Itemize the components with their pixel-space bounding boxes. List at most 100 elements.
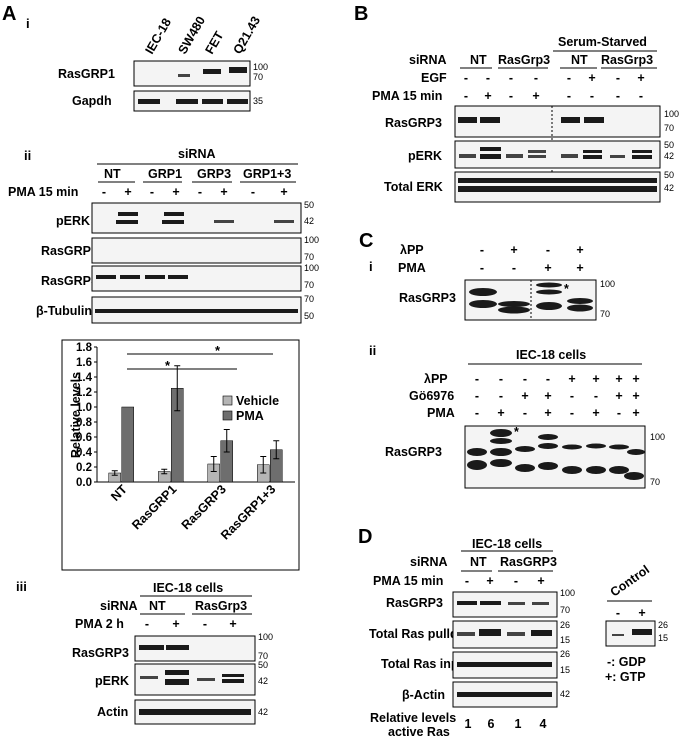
band: [632, 155, 652, 159]
band: [624, 472, 644, 480]
egf-label: EGF: [421, 71, 447, 85]
band: [467, 460, 487, 470]
band: [515, 464, 535, 472]
band: [498, 306, 530, 314]
sign: -: [509, 89, 513, 103]
band: [536, 289, 562, 295]
panel-label-c: C: [359, 230, 373, 252]
sign: +: [568, 372, 575, 386]
band: [457, 601, 477, 605]
y-tick-label: 0.0: [76, 477, 92, 489]
blot-a-ii-rasgrp1: [91, 237, 302, 264]
b-signs: - - - - - + - + - + - + - - - -: [464, 71, 645, 103]
y-tick-label: 0.8: [76, 417, 93, 429]
c-i-signs: - + - + - - + +: [480, 243, 584, 275]
marker: 100: [600, 279, 615, 289]
band: [227, 99, 248, 104]
row-label-perk-iii: pERK: [95, 674, 129, 688]
legend-gdp: -: GDP: [607, 655, 646, 669]
sign: +: [497, 406, 504, 420]
band: [458, 117, 477, 123]
sign: -: [567, 89, 571, 103]
row-label-rasgrp3-b: RasGRP3: [385, 116, 442, 130]
sign: -: [616, 89, 620, 103]
sign: +: [615, 389, 622, 403]
sign: +: [576, 261, 583, 275]
a-iii-header: IEC-18 cells: [153, 581, 223, 595]
band: [567, 298, 593, 304]
row-label-actin-d: β-Actin: [402, 688, 445, 702]
marker: 70: [304, 280, 314, 290]
group-label-nt: NT: [149, 599, 166, 613]
sign: -: [499, 372, 503, 386]
sign: -: [145, 617, 149, 631]
band: [583, 155, 602, 159]
row-label-perk-b: pERK: [408, 149, 442, 163]
row-label-rasgrp3-cii: RasGRP3: [385, 445, 442, 459]
lpp-label-ci: λPP: [400, 243, 424, 257]
group-label-rasgrp3: RasGrp3: [498, 53, 550, 67]
sign: -: [594, 389, 598, 403]
sign: +: [592, 406, 599, 420]
sign: +: [521, 389, 528, 403]
band: [586, 466, 606, 474]
band: [498, 301, 530, 307]
band: [561, 154, 578, 158]
sign: -: [534, 71, 538, 85]
marker: 50: [664, 170, 674, 180]
sign: -: [475, 406, 479, 420]
chart-ylabel: Relative levels: [69, 372, 83, 458]
sign: +: [280, 185, 287, 199]
legend-swatch-vehicle: [222, 395, 233, 406]
sign: -: [203, 617, 207, 631]
band: [176, 99, 198, 104]
marker: 70: [650, 477, 660, 487]
band: [506, 154, 523, 158]
band: [116, 220, 138, 224]
band: [458, 186, 657, 192]
group-label-rasgrp3: RasGrp3: [195, 599, 247, 613]
marker: 26: [658, 620, 668, 630]
sign: -: [546, 372, 550, 386]
band: [536, 282, 562, 288]
row-label-rasgrp3-iii: RasGRP3: [72, 646, 129, 660]
band: [632, 150, 652, 153]
sign: -: [523, 372, 527, 386]
band: [165, 670, 189, 675]
significance-star: *: [165, 358, 171, 373]
band: [222, 674, 244, 677]
band: [469, 300, 497, 308]
blot-a-ii-perk: [91, 202, 302, 234]
band: [609, 444, 629, 450]
row-label-rasgrp1: RasGRP1: [58, 67, 115, 81]
sirna-label-d: siRNA: [410, 555, 448, 569]
c-ii-header: IEC-18 cells: [516, 348, 586, 362]
band: [203, 69, 221, 74]
band: [612, 634, 624, 636]
sign: +: [172, 617, 179, 631]
sign: -: [198, 185, 202, 199]
row-label-actin: Actin: [97, 705, 128, 719]
row-label-tubulin: β-Tubulin: [36, 304, 92, 318]
category-label: RasGRP1: [129, 482, 179, 532]
band: [583, 150, 602, 153]
y-tick-label: 1.4: [76, 372, 93, 384]
marker: 42: [258, 707, 268, 717]
d-header: IEC-18 cells: [472, 537, 542, 551]
category-label: RasGRP3: [179, 482, 229, 532]
marker: 50: [304, 200, 314, 210]
band: [145, 275, 165, 279]
sign: -: [480, 243, 484, 257]
marker: 100: [560, 588, 575, 598]
relative-value: 4: [540, 717, 547, 731]
band: [138, 99, 160, 104]
a-i-lane-labels: IEC-18 SW480 FET Q21.43: [142, 14, 263, 57]
band: [538, 443, 558, 449]
panel-label-b: B: [354, 3, 368, 25]
sign: -: [639, 89, 643, 103]
sign: +: [486, 574, 493, 588]
marker-100: 100: [253, 62, 268, 72]
relative-value: 6: [488, 717, 495, 731]
control-title: Control: [608, 563, 652, 600]
